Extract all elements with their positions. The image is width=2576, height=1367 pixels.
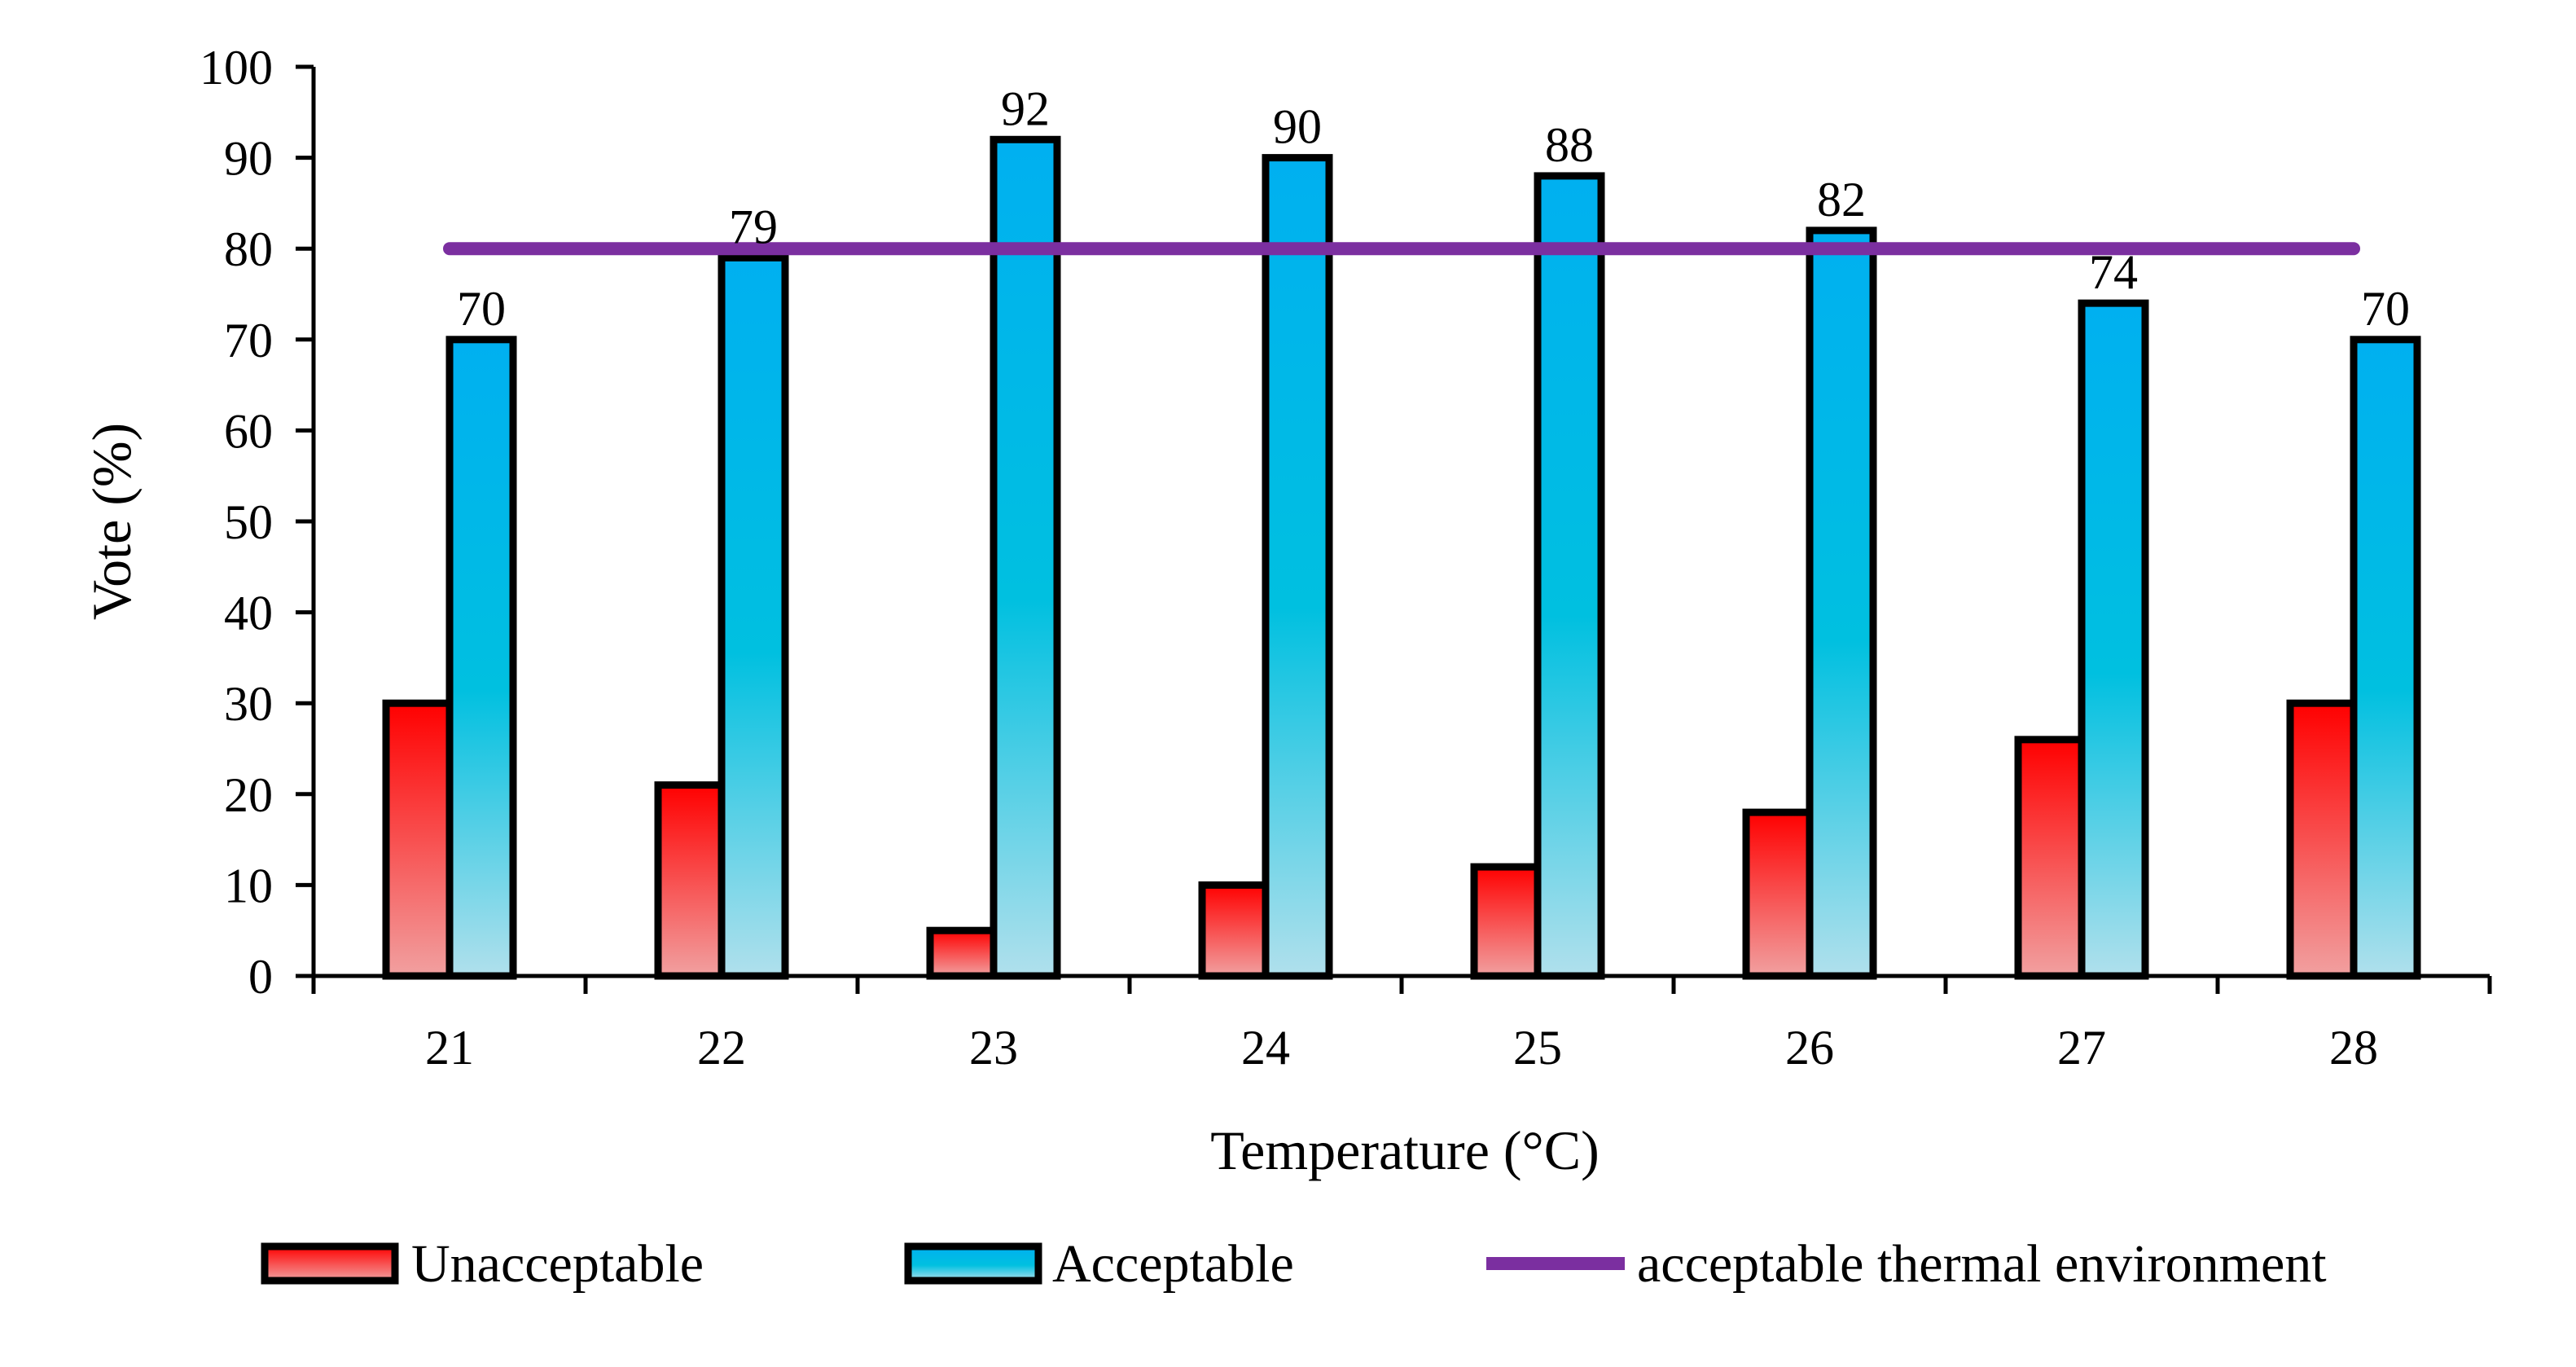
- x-axis-title: Temperature (°C): [1210, 1119, 1599, 1181]
- bar-unacceptable: [2014, 736, 2086, 980]
- x-tick-label: 27: [2057, 1021, 2106, 1075]
- data-label-acceptable: 82: [1817, 173, 1866, 226]
- legend-label-threshold: acceptable thermal environment: [1637, 1234, 2327, 1294]
- bar-acceptable: [1534, 172, 1605, 980]
- data-label-acceptable: 90: [1273, 100, 1322, 154]
- y-axis: 0 10 20 30 40 50 60 70 80 90 100: [200, 41, 316, 1004]
- y-axis-title: Vote (%): [81, 423, 143, 620]
- data-label-acceptable: 88: [1545, 118, 1594, 172]
- y-tick-label: 60: [224, 404, 273, 458]
- x-tick-label: 23: [969, 1021, 1018, 1075]
- y-tick-label: 90: [224, 132, 273, 186]
- bar-unacceptable: [2286, 699, 2358, 980]
- y-tick-label: 40: [224, 587, 273, 640]
- data-label-acceptable: 70: [457, 282, 506, 336]
- x-axis: 21 22 23 24 25 26 27 28: [296, 974, 2492, 1075]
- y-tick-label: 10: [224, 859, 273, 912]
- bars: [382, 135, 2421, 980]
- y-tick-label: 70: [224, 314, 273, 367]
- bar-acceptable: [2350, 336, 2421, 980]
- legend-label-unacceptable: Unacceptable: [411, 1234, 704, 1294]
- data-label-acceptable: 92: [1001, 81, 1050, 135]
- data-labels: 70 79 92 90 88 82 74 70: [457, 81, 2410, 336]
- bar-unacceptable: [1198, 881, 1270, 980]
- y-tick-label: 30: [224, 677, 273, 731]
- x-tick-label: 24: [1241, 1021, 1290, 1075]
- legend-label-acceptable: Acceptable: [1052, 1234, 1294, 1294]
- x-tick-label: 26: [1785, 1021, 1834, 1075]
- legend-swatch-unacceptable: [261, 1242, 399, 1285]
- bar-unacceptable: [1470, 863, 1542, 980]
- bar-acceptable: [990, 135, 1061, 980]
- y-tick-label: 20: [224, 768, 273, 822]
- y-tick-label: 50: [224, 495, 273, 549]
- data-label-acceptable: 74: [2089, 245, 2138, 299]
- y-tick-label: 100: [200, 41, 273, 95]
- bar-acceptable: [1806, 226, 1877, 980]
- bar-acceptable: [1262, 154, 1333, 980]
- data-label-acceptable: 70: [2361, 282, 2410, 336]
- bar-acceptable: [445, 336, 517, 980]
- x-tick-label: 25: [1513, 1021, 1562, 1075]
- bar-unacceptable: [382, 699, 454, 980]
- y-tick-label: 80: [224, 222, 273, 276]
- bar-acceptable: [718, 253, 789, 980]
- legend: Unacceptable Acceptable acceptable therm…: [261, 1234, 2327, 1294]
- x-tick-label: 21: [425, 1021, 474, 1075]
- x-tick-label: 22: [697, 1021, 746, 1075]
- legend-swatch-acceptable: [904, 1242, 1042, 1285]
- y-tick-label: 0: [248, 950, 273, 1004]
- bar-unacceptable: [926, 926, 998, 980]
- bar-unacceptable: [654, 781, 726, 980]
- x-tick-label: 28: [2329, 1021, 2378, 1075]
- bar-unacceptable: [1742, 808, 1814, 980]
- bar-acceptable: [2078, 299, 2149, 980]
- data-label-acceptable: 79: [729, 200, 778, 253]
